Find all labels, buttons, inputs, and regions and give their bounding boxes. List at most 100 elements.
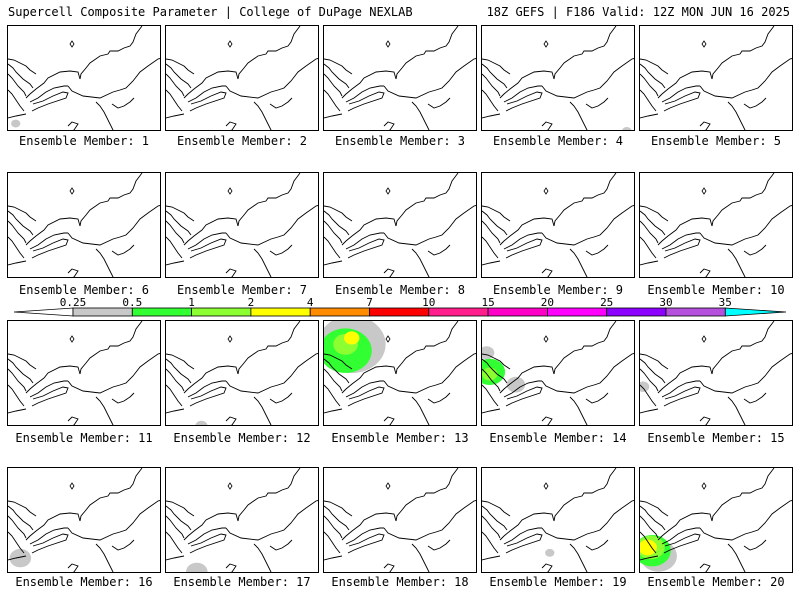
map-boundary-line [8, 505, 34, 531]
map-boundary-line [8, 63, 34, 89]
ensemble-member-label: Ensemble Member: 14 [489, 431, 627, 445]
color-scale-tick-label: 10 [422, 296, 436, 309]
map-boundary-line [482, 500, 511, 517]
map-boundary-line [166, 210, 192, 236]
map-boundary-line [482, 531, 499, 554]
map-boundary-line [640, 73, 659, 97]
map-drawing [8, 173, 160, 277]
map-drawing [8, 26, 160, 130]
map-boundary-line [324, 260, 343, 266]
map-boundary-line [237, 173, 301, 227]
ensemble-member-label: Ensemble Member: 19 [489, 575, 627, 589]
map-boundary-line [482, 505, 508, 531]
map-boundary-line [640, 505, 666, 531]
map-boundary-line [411, 248, 430, 277]
color-scale-tick-label: 1 [188, 296, 195, 309]
map-boundary-line [640, 220, 659, 244]
map-boundary-line [345, 380, 384, 398]
map-boundary-line [482, 368, 501, 392]
color-scale-swatch [72, 307, 133, 317]
map-boundary-line [8, 260, 27, 266]
model-valid-time: 18Z GEFS | F186 Valid: 12Z MON JUN 16 20… [486, 5, 790, 19]
map-boundary-line [324, 210, 350, 236]
map-boundary-line [699, 500, 792, 541]
ensemble-map-panel [7, 320, 161, 426]
map-boundary-line [341, 512, 397, 541]
map-boundary-line [183, 217, 239, 246]
map-boundary-line [569, 248, 588, 277]
lake-outline [385, 40, 391, 48]
map-boundary-line [166, 205, 195, 222]
map-boundary-line [640, 210, 666, 236]
map-boundary-line [482, 113, 501, 119]
map-boundary-line [383, 121, 395, 130]
map-drawing [482, 173, 634, 277]
color-scale-swatch [250, 307, 311, 317]
map-boundary-line [503, 527, 542, 545]
lake-outline [227, 40, 233, 48]
map-boundary-line [187, 527, 226, 545]
lake-outline [701, 40, 707, 48]
map-boundary-line [67, 500, 160, 541]
color-scale-tick-label: 0.5 [122, 296, 143, 309]
map-boundary-line [8, 220, 27, 244]
map-boundary-line [324, 63, 350, 89]
map-boundary-line [541, 121, 553, 130]
map-boundary-line [661, 380, 700, 398]
map-boundary-line [657, 365, 713, 394]
map-drawing [324, 173, 476, 277]
map-boundary-line [395, 173, 459, 227]
ensemble-member-label: Ensemble Member: 12 [173, 431, 311, 445]
map-boundary-line [25, 512, 81, 541]
scp-shaded-region [482, 346, 495, 360]
map-boundary-line [699, 353, 792, 394]
map-boundary-line [347, 386, 385, 407]
map-boundary-line [341, 70, 397, 99]
lake-outline [69, 40, 75, 48]
map-boundary-line [383, 205, 476, 246]
map-boundary-line [482, 515, 501, 539]
map-boundary-line [29, 85, 68, 103]
ensemble-member-label: Ensemble Member: 1 [18, 134, 150, 148]
map-boundary-line [8, 73, 27, 97]
ensemble-member-label: Ensemble Member: 7 [176, 283, 308, 297]
map-boundary-line [640, 260, 659, 266]
map-boundary-line [482, 89, 499, 112]
map-boundary-line [324, 384, 341, 407]
map-boundary-line [8, 515, 27, 539]
map-boundary-line [8, 555, 27, 561]
map-boundary-line [657, 512, 713, 541]
map-boundary-line [743, 392, 767, 404]
lake-outline [543, 482, 549, 490]
scp-shaded-region [186, 562, 208, 572]
map-boundary-line [166, 89, 183, 112]
map-boundary-line [187, 232, 226, 250]
map-boundary-line [711, 173, 775, 227]
map-boundary-line [237, 468, 301, 522]
map-boundary-line [657, 70, 713, 99]
map-boundary-line [166, 58, 195, 75]
lake-outline [701, 187, 707, 195]
map-boundary-line [585, 539, 609, 551]
map-boundary-line [499, 512, 555, 541]
map-boundary-line [79, 26, 143, 80]
scp-shaded-region [622, 127, 632, 130]
color-scale-tick-label: 0.25 [59, 296, 87, 309]
map-boundary-line [499, 365, 555, 394]
map-boundary-line [25, 217, 81, 246]
map-boundary-line [225, 205, 318, 246]
map-drawing [166, 321, 318, 425]
map-boundary-line [585, 392, 609, 404]
map-boundary-line [640, 63, 666, 89]
map-boundary-line [553, 26, 617, 80]
map-boundary-line [482, 555, 501, 561]
map-boundary-line [711, 468, 775, 522]
map-boundary-line [67, 58, 160, 99]
map-boundary-line [67, 353, 160, 394]
map-boundary-line [699, 205, 792, 246]
map-boundary-line [503, 232, 542, 250]
color-scale-swatch [606, 307, 667, 317]
map-boundary-line [505, 386, 543, 407]
map-boundary-line [324, 505, 350, 531]
ensemble-member-label: Ensemble Member: 11 [15, 431, 153, 445]
